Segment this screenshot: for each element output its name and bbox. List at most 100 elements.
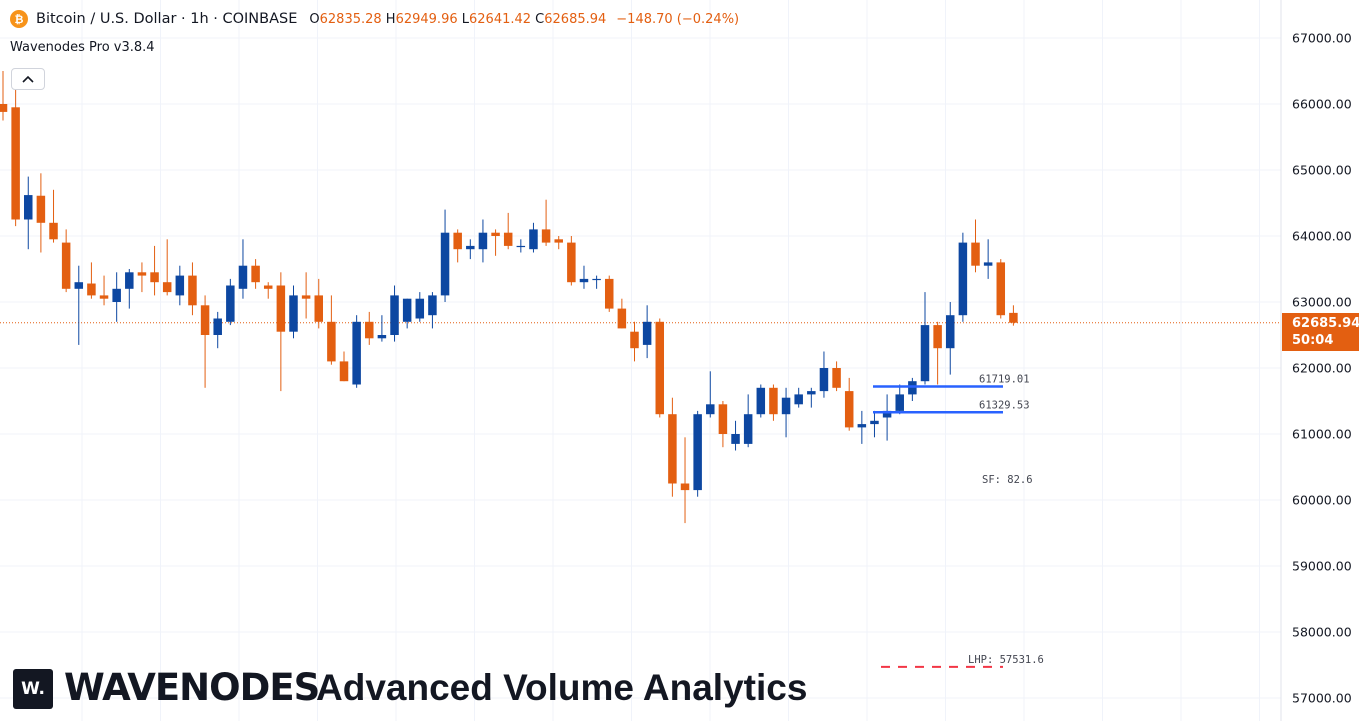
volume-level-label: 61719.01	[979, 374, 1030, 386]
candle-body	[24, 195, 33, 220]
candle-body	[36, 195, 46, 223]
candle-body	[175, 275, 185, 296]
candle-body	[125, 272, 134, 289]
candle-body	[844, 391, 854, 428]
candle-body	[617, 308, 627, 329]
candle-body	[162, 282, 172, 293]
wavenodes-logo-icon: W.	[13, 669, 53, 709]
symbol-header: ₿ Bitcoin / U.S. Dollar · 1h · COINBASE …	[10, 8, 739, 30]
candle-body	[579, 278, 589, 283]
candle-body	[567, 242, 576, 283]
y-axis-tick-label: 60000.00	[1292, 493, 1352, 508]
candle-body	[61, 242, 71, 289]
candle-body	[377, 335, 387, 339]
wavenodes-wordmark: WAVENODES	[64, 666, 320, 709]
candle-body	[996, 262, 1006, 316]
candle-body	[743, 414, 753, 444]
candle-body	[74, 282, 84, 289]
volume-level-label: 61329.53	[979, 399, 1030, 411]
candle-body	[352, 321, 361, 385]
candle-body	[49, 222, 58, 240]
candle-body	[188, 275, 197, 306]
candle-body	[390, 295, 399, 335]
candle-body	[428, 295, 437, 316]
candle-body	[339, 361, 349, 382]
collapse-button[interactable]	[11, 68, 45, 90]
high-value: 62949.96	[395, 11, 458, 27]
candle-body	[276, 285, 286, 332]
symbol-title[interactable]: Bitcoin / U.S. Dollar · 1h · COINBASE	[36, 11, 298, 27]
bar-countdown: 50:04	[1292, 333, 1334, 348]
candle-body	[478, 232, 488, 250]
candle-body	[971, 242, 980, 266]
ohlc-values: O62835.28 H62949.96 L62641.42 C62685.94−…	[309, 12, 739, 27]
candle-body	[327, 321, 336, 362]
candle-body	[718, 404, 728, 434]
candle-body	[529, 229, 538, 250]
candle-body	[466, 245, 475, 250]
candle-body	[213, 318, 222, 335]
y-axis-tick-label: 59000.00	[1292, 559, 1352, 574]
candle-body	[604, 278, 614, 309]
candle-body	[251, 265, 260, 283]
low-value: 62641.42	[469, 11, 532, 27]
candle-body	[301, 295, 311, 299]
candle-body	[668, 414, 677, 484]
candle-body	[402, 298, 412, 322]
y-axis-tick-label: 67000.00	[1292, 31, 1352, 46]
open-label: O	[309, 11, 320, 27]
last-price-value: 62685.94	[1292, 316, 1361, 331]
candle-body	[882, 410, 892, 418]
candle-body	[630, 331, 639, 349]
y-axis-tick-label: 63000.00	[1292, 295, 1352, 310]
candle-body	[238, 265, 248, 289]
last-price-tag: 62685.94 50:04	[1282, 313, 1361, 351]
y-axis-tick-label: 58000.00	[1292, 625, 1352, 640]
candle-body	[655, 321, 665, 415]
candle-body	[200, 305, 210, 335]
sf-label: SF: 82.6	[982, 474, 1033, 486]
candle-body	[112, 288, 121, 302]
high-label: H	[385, 11, 396, 27]
open-value: 62835.28	[319, 11, 382, 27]
candle-body	[516, 245, 526, 248]
candle-body	[706, 404, 715, 415]
candle-body	[908, 381, 917, 395]
candle-body	[769, 387, 778, 415]
candle-body	[503, 232, 513, 246]
candle-body	[453, 232, 462, 250]
candle-body	[807, 391, 816, 395]
close-label: C	[535, 11, 545, 27]
candle-body	[554, 239, 563, 243]
y-axis-tick-label: 64000.00	[1292, 229, 1352, 244]
candle-body	[99, 295, 109, 299]
candle-body	[680, 483, 690, 491]
low-label: L	[461, 11, 469, 27]
candle-body	[11, 107, 20, 220]
price-change: −148.70 (−0.24%)	[616, 11, 740, 27]
candle-body	[263, 285, 273, 289]
candle-body	[0, 104, 8, 112]
candle-body	[642, 321, 652, 345]
candle-body	[314, 295, 323, 322]
candle-body	[87, 283, 96, 296]
candle-body	[1009, 312, 1018, 323]
close-value: 62685.94	[544, 11, 607, 27]
bitcoin-icon: ₿	[10, 10, 28, 28]
candle-body	[226, 285, 235, 322]
candle-body	[819, 368, 829, 392]
candle-body	[415, 298, 425, 319]
candle-body	[137, 272, 147, 276]
candle-body	[781, 397, 791, 415]
indicator-name[interactable]: Wavenodes Pro v3.8.4	[10, 40, 155, 55]
candle-body	[440, 232, 450, 296]
candle-body	[731, 434, 740, 444]
y-axis-tick-label: 57000.00	[1292, 691, 1352, 706]
candle-body	[946, 315, 955, 349]
candle-body	[794, 394, 803, 405]
candle-body	[365, 321, 374, 339]
chevron-up-icon	[22, 75, 34, 83]
candle-body	[857, 424, 867, 428]
branding-tagline: Advanced Volume Analytics	[316, 667, 808, 708]
